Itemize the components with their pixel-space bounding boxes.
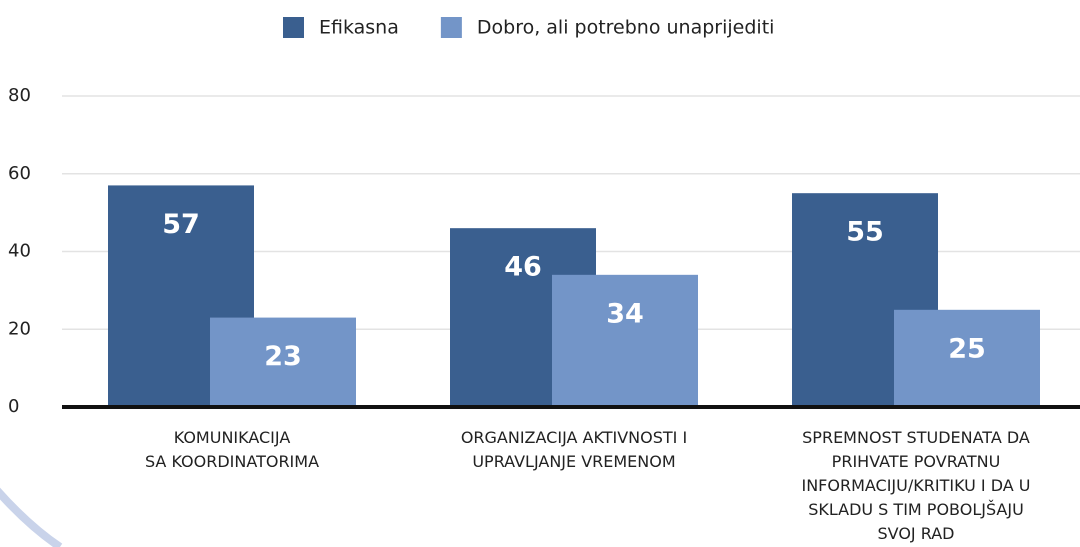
x-tick-label: ORGANIZACIJA AKTIVNOSTI I UPRAVLJANJE VR…	[460, 428, 688, 471]
y-tick-label: 60	[8, 163, 31, 184]
legend-label: Dobro, ali potrebno unaprijediti	[477, 17, 775, 39]
bar	[894, 309, 1040, 407]
y-tick-label: 80	[8, 85, 31, 106]
value-label: 46	[504, 252, 542, 283]
decoration-arc	[0, 487, 63, 547]
legend-label: Efikasna	[319, 17, 399, 39]
x-tick-label: KOMUNIKACIJA SA KOORDINATORIMA	[144, 428, 320, 471]
value-label: 57	[162, 209, 200, 240]
x-tick-label: SPREMNOST STUDENATA DA PRIHVATE POVRATNU…	[801, 428, 1031, 543]
bar	[210, 317, 356, 407]
value-label: 25	[948, 333, 986, 364]
value-label: 55	[846, 217, 884, 248]
value-label: 23	[264, 341, 302, 372]
bar	[552, 274, 698, 407]
value-label: 34	[606, 298, 644, 329]
legend-swatch	[283, 17, 304, 38]
y-tick-label: 40	[8, 241, 31, 262]
y-tick-label: 20	[8, 318, 31, 339]
y-tick-label: 0	[8, 396, 19, 417]
legend-swatch	[440, 17, 462, 38]
